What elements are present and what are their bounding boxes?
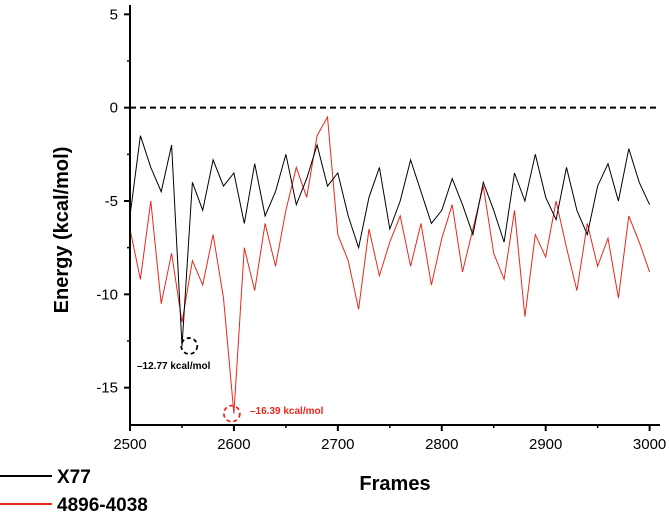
x-tick-label: 2700 bbox=[321, 436, 354, 453]
annotation-texts: –12.77 kcal/mol –16.39 kcal/mol bbox=[137, 361, 324, 417]
y-tick-label: -10 bbox=[96, 286, 118, 303]
x-tick-label: 3000 bbox=[633, 436, 666, 453]
legend-label-4896-4038: 4896-4038 bbox=[57, 495, 148, 514]
x-tick-label: 2800 bbox=[425, 436, 458, 453]
series-line-4896-4038 bbox=[129, 115, 651, 414]
x-tick-label: 2600 bbox=[217, 436, 250, 453]
series-line-x77 bbox=[129, 135, 651, 347]
x-tick-label: 2900 bbox=[529, 436, 562, 453]
annotation-circle-0 bbox=[180, 337, 199, 355]
x-tick-label: 2500 bbox=[113, 436, 146, 453]
axes bbox=[129, 5, 660, 426]
legend: X77 4896-4038 bbox=[0, 467, 148, 514]
legend-label-x77: X77 bbox=[57, 467, 91, 488]
plot-lines bbox=[129, 115, 651, 414]
x-axis-title: Frames bbox=[359, 473, 430, 495]
y-ticks: 5 0 -5 -10 -15 bbox=[96, 6, 130, 397]
x-ticks: 2500 2600 2700 2800 2900 3000 bbox=[113, 425, 666, 453]
y-axis-title: Energy (kcal/mol) bbox=[51, 147, 73, 314]
y-tick-label: 5 bbox=[110, 6, 118, 23]
annotation-circles bbox=[180, 337, 241, 423]
y-tick-label: -15 bbox=[96, 380, 118, 397]
annotation-4896-4038-min: –16.39 kcal/mol bbox=[250, 406, 324, 417]
y-tick-label: 0 bbox=[110, 100, 118, 117]
y-tick-label: -5 bbox=[105, 193, 118, 210]
annotation-circle-1 bbox=[222, 404, 241, 423]
annotation-x77-min: –12.77 kcal/mol bbox=[137, 361, 211, 372]
